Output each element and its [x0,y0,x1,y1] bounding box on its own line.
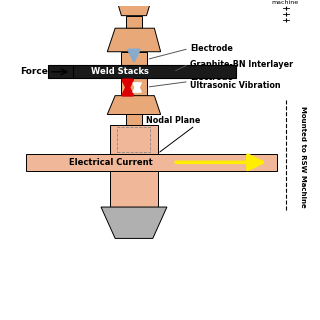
Polygon shape [107,96,161,115]
Text: Ultrasonic Vibration: Ultrasonic Vibration [190,81,281,90]
Text: Mounted to RSW Machine: Mounted to RSW Machine [300,106,307,208]
Polygon shape [117,0,151,16]
Polygon shape [101,207,167,238]
Bar [121,52,147,68]
Text: Weld Stacks: Weld Stacks [91,67,149,76]
Bar [117,127,150,152]
Bar [121,78,147,96]
Bar [110,125,157,154]
Text: Graphite-BN Interlayer: Graphite-BN Interlayer [190,60,293,69]
Bar [26,154,277,171]
Polygon shape [107,28,161,52]
Text: Force: Force [20,67,47,76]
Text: Electrical Current: Electrical Current [68,158,152,167]
Text: Nodal Plane: Nodal Plane [146,116,200,125]
Bar [48,65,236,78]
Bar [126,16,142,28]
Bar [110,171,157,207]
Text: Electrode: Electrode [190,44,233,53]
Text: machine: machine [271,0,298,5]
Text: Electrode: Electrode [190,73,233,82]
Bar [126,115,142,125]
